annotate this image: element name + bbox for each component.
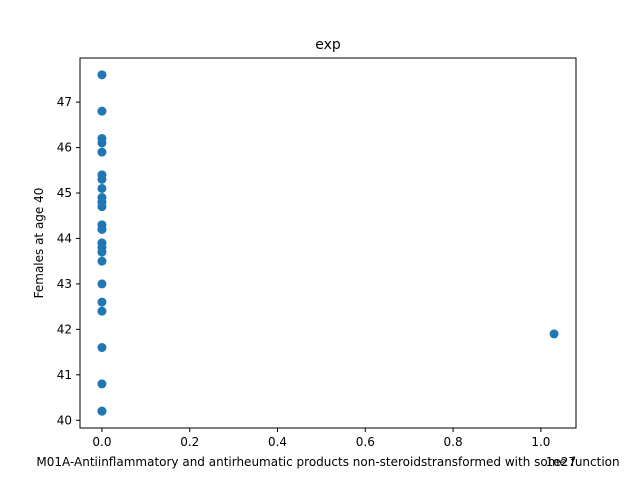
data-point: [97, 224, 107, 234]
data-point: [97, 279, 107, 289]
data-point: [97, 238, 107, 248]
data-point: [97, 406, 107, 416]
x-axis-label: M01A-Antiinflammatory and antirheumatic …: [36, 455, 619, 469]
x-tick-label: 0.0: [92, 435, 111, 449]
data-point: [97, 202, 107, 212]
x-tick-label: 0.8: [444, 435, 463, 449]
data-point: [97, 379, 107, 389]
y-tick-label: 44: [57, 231, 72, 245]
data-point: [97, 183, 107, 193]
plot-frame: [79, 57, 577, 429]
x-tick-label: 0.4: [268, 435, 287, 449]
chart-title: exp: [315, 37, 341, 53]
data-point: [97, 174, 107, 184]
y-tick-label: 45: [57, 186, 72, 200]
x-axis-offset-label: 1e27: [546, 455, 576, 469]
y-tick-label: 41: [57, 368, 72, 382]
y-axis-ticks: 40 41 42 43 44 45 46 47: [57, 95, 80, 427]
y-tick-label: 43: [57, 277, 72, 291]
data-points: [97, 70, 559, 416]
data-point: [97, 343, 107, 353]
x-tick-label: 0.6: [356, 435, 375, 449]
y-tick-label: 46: [57, 141, 72, 155]
data-point: [97, 106, 107, 116]
data-point: [97, 138, 107, 148]
data-point: [549, 329, 559, 339]
data-point: [97, 306, 107, 316]
data-point: [97, 247, 107, 257]
data-point: [97, 147, 107, 157]
y-tick-label: 47: [57, 95, 72, 109]
x-tick-label: 0.2: [180, 435, 199, 449]
x-axis-ticks: 0.0 0.2 0.4 0.6 0.8 1.0: [92, 428, 550, 449]
y-tick-label: 42: [57, 322, 72, 336]
x-tick-label: 1.0: [531, 435, 550, 449]
y-axis-label: Females at age 40: [32, 188, 46, 299]
data-point: [97, 256, 107, 266]
data-point: [97, 297, 107, 307]
y-tick-label: 40: [57, 413, 72, 427]
data-point: [97, 70, 107, 80]
